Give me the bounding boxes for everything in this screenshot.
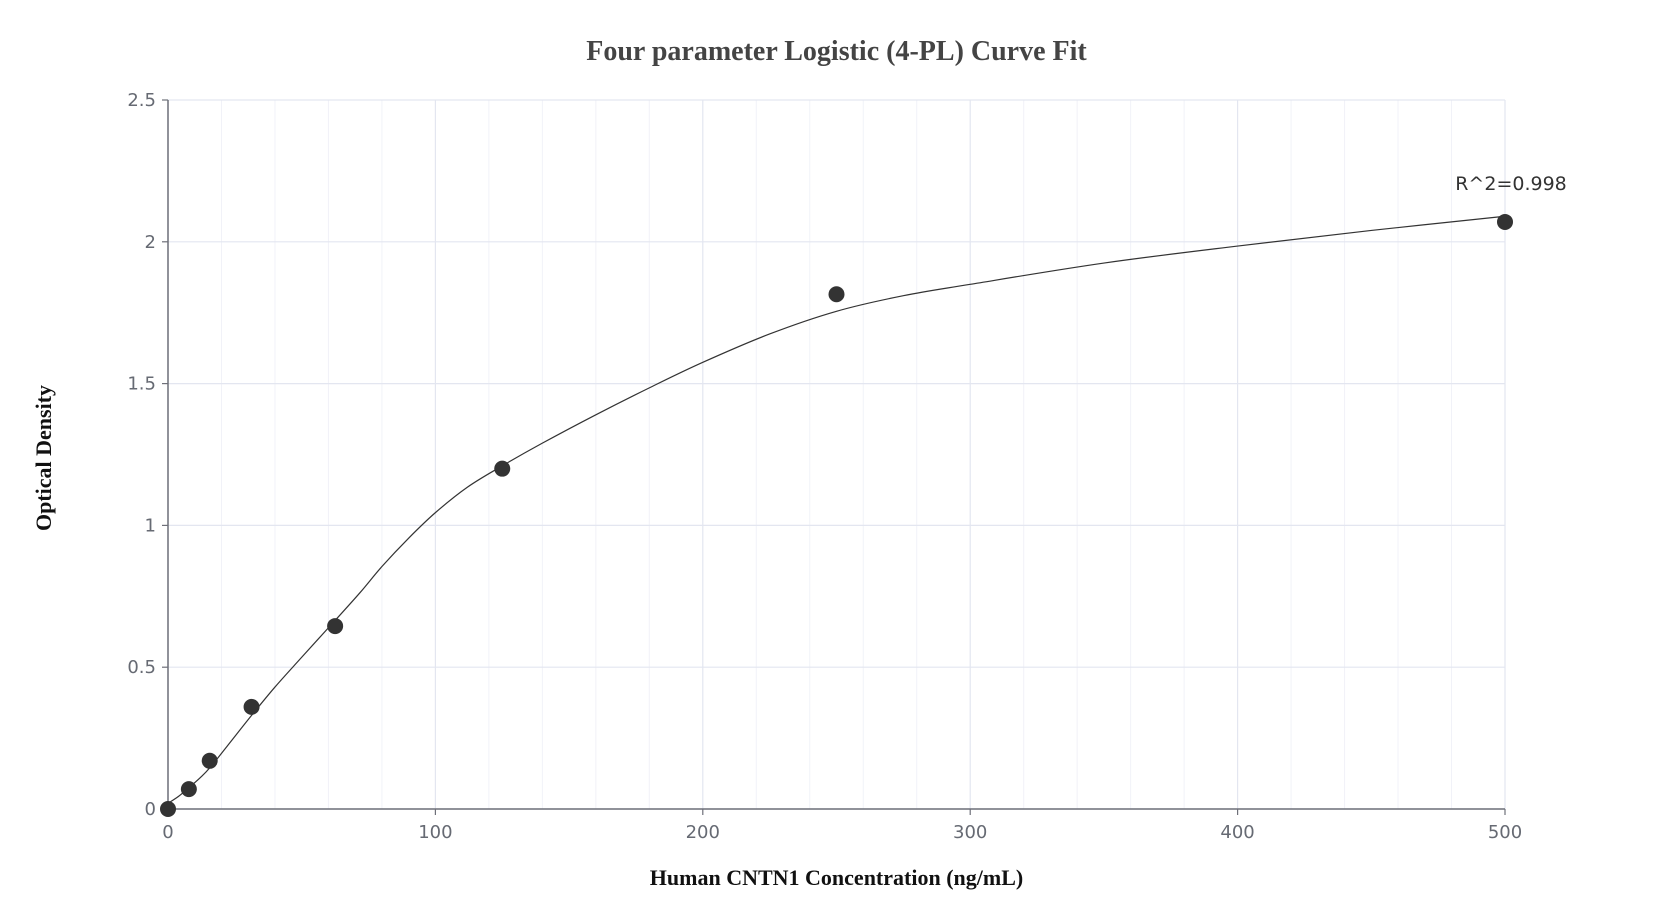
data-point <box>201 752 218 769</box>
fit-curve-line <box>167 215 1506 804</box>
axes <box>162 99 1506 815</box>
x-tick-label: 300 <box>953 822 987 843</box>
data-point <box>828 286 845 303</box>
x-tick-label: 400 <box>1220 822 1254 843</box>
data-point <box>243 698 260 715</box>
data-point <box>494 460 511 477</box>
y-tick-label: 0.5 <box>127 657 156 678</box>
data-point <box>327 618 344 635</box>
chart-title: Four parameter Logistic (4-PL) Curve Fit <box>586 36 1087 67</box>
x-axis-label: Human CNTN1 Concentration (ng/mL) <box>0 865 1673 891</box>
major-gridlines <box>167 99 1506 810</box>
y-tick-label: 2.5 <box>127 90 156 111</box>
tick-labels: 0 100 200 300 400 500 0 0.5 1 1.5 2 2.5 <box>127 90 1522 843</box>
x-axis-label-text: Human CNTN1 Concentration (ng/mL) <box>649 865 1024 890</box>
x-tick-label: 200 <box>686 822 720 843</box>
r-squared-annotation: R^2=0.998 <box>1455 173 1567 195</box>
y-tick-label: 2 <box>145 232 156 253</box>
y-tick-label: 1 <box>145 515 156 536</box>
y-tick-label: 1.5 <box>127 374 156 395</box>
y-axis-label: Optical Density <box>31 384 56 532</box>
data-point <box>160 801 176 817</box>
x-tick-label: 500 <box>1488 822 1522 843</box>
minor-gridlines <box>220 100 1453 809</box>
annotations: R^2=0.998 <box>1455 173 1567 195</box>
x-tick-label: 100 <box>418 822 452 843</box>
data-points <box>160 213 1513 817</box>
data-point <box>1497 213 1513 230</box>
y-tick-label: 0 <box>145 799 156 820</box>
data-point <box>180 781 197 798</box>
x-tick-label: 0 <box>162 822 173 843</box>
